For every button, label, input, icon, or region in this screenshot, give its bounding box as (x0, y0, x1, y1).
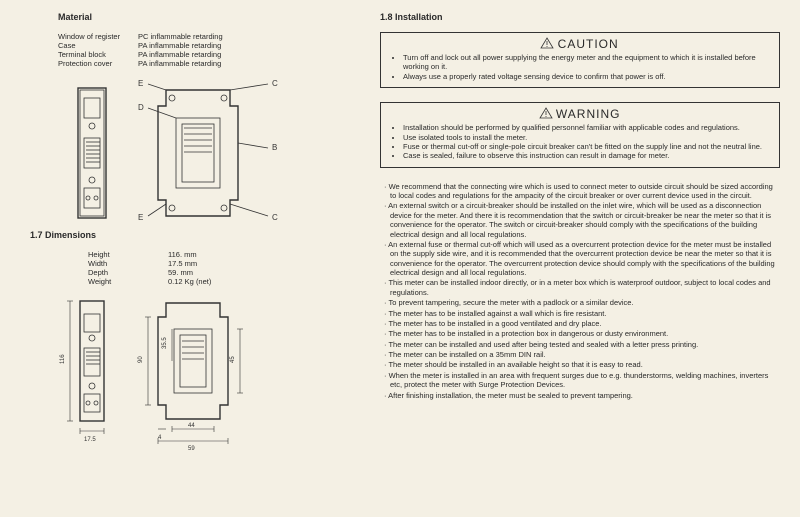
rec-item: The meter has to be installed in a good … (380, 319, 780, 328)
installation-heading: 1.8 Installation (380, 12, 780, 22)
rec-item: The meter has to be installed in a prote… (380, 329, 780, 338)
caution-item: Always use a properly rated voltage sens… (403, 72, 771, 81)
callout-c: C (272, 79, 278, 88)
callout-e2: E (138, 213, 143, 222)
right-column: 1.8 Installation CAUTION Turn off and lo… (370, 0, 800, 517)
warning-item: Case is sealed, failure to observe this … (403, 151, 771, 160)
warning-box: WARNING Installation should be performed… (380, 102, 780, 168)
rec-item: To prevent tampering, secure the meter w… (380, 298, 780, 307)
meter-drawing-top: E D C B E C (58, 78, 328, 228)
dim-row: Depth59. mm (88, 268, 360, 277)
rec-item: The meter can be installed and used afte… (380, 340, 780, 349)
dim-row: Width17.5 mm (88, 259, 360, 268)
dimensions-heading: 1.7 Dimensions (30, 230, 360, 240)
dim-row: Height116. mm (88, 250, 360, 259)
warning-list: Installation should be performed by qual… (389, 123, 771, 161)
rec-item: When the meter is installed in an area w… (380, 371, 780, 390)
rec-item: The meter should be installed in an avai… (380, 360, 780, 369)
material-row: Terminal blockPA inflammable retarding (58, 50, 360, 59)
warning-triangle-icon (540, 108, 552, 119)
recommendations-list: We recommend that the connecting wire wh… (380, 182, 780, 400)
material-row: CasePA inflammable retarding (58, 41, 360, 50)
warning-item: Use isolated tools to install the meter. (403, 133, 771, 142)
callout-c2: C (272, 213, 278, 222)
rec-item: An external fuse or thermal cut-off whic… (380, 240, 780, 278)
caution-item: Turn off and lock out all power supplyin… (403, 53, 771, 72)
dim-side-view: 90 35.5 45 4 44 59 (128, 296, 268, 446)
material-row: Protection coverPA inflammable retarding (58, 59, 360, 68)
material-row: Window of registerPC inflammable retardi… (58, 32, 360, 41)
material-heading: Material (58, 12, 360, 22)
rec-item: The meter can be installed on a 35mm DIN… (380, 350, 780, 359)
left-column: Material Window of registerPC inflammabl… (0, 0, 370, 517)
warning-item: Fuse or thermal cut-off or single-pole c… (403, 142, 771, 151)
warning-item: Installation should be performed by qual… (403, 123, 771, 132)
rec-item: This meter can be installed indoor direc… (380, 278, 780, 297)
caution-box: CAUTION Turn off and lock out all power … (380, 32, 780, 88)
callout-d: D (138, 103, 144, 112)
callout-b: B (272, 143, 277, 152)
svg-text:45: 45 (230, 356, 236, 363)
rec-item: After finishing installation, the meter … (380, 391, 780, 400)
warning-title: WARNING (389, 107, 771, 121)
svg-text:35.5: 35.5 (162, 337, 168, 349)
caution-list: Turn off and lock out all power supplyin… (389, 53, 771, 81)
dimensions-table: Height116. mm Width17.5 mm Depth59. mm W… (88, 250, 360, 286)
rec-item: An external switch or a circuit-breaker … (380, 201, 780, 239)
warning-triangle-icon (541, 38, 553, 49)
dim-front-view: 116 17.5 (58, 296, 118, 446)
caution-title: CAUTION (389, 37, 771, 51)
rec-item: The meter has to be installed against a … (380, 309, 780, 318)
svg-text:116: 116 (60, 354, 66, 364)
material-table: Window of registerPC inflammable retardi… (58, 32, 360, 68)
svg-text:4: 4 (158, 435, 162, 441)
svg-text:59: 59 (188, 446, 195, 452)
dim-row: Weight0.12 Kg (net) (88, 277, 360, 286)
rec-item: We recommend that the connecting wire wh… (380, 182, 780, 201)
svg-text:17.5: 17.5 (84, 437, 96, 443)
svg-text:90: 90 (138, 356, 144, 363)
dimensional-drawings: 116 17.5 90 (58, 296, 360, 446)
svg-text:44: 44 (188, 423, 195, 429)
callout-e: E (138, 79, 143, 88)
page: Material Window of registerPC inflammabl… (0, 0, 800, 517)
